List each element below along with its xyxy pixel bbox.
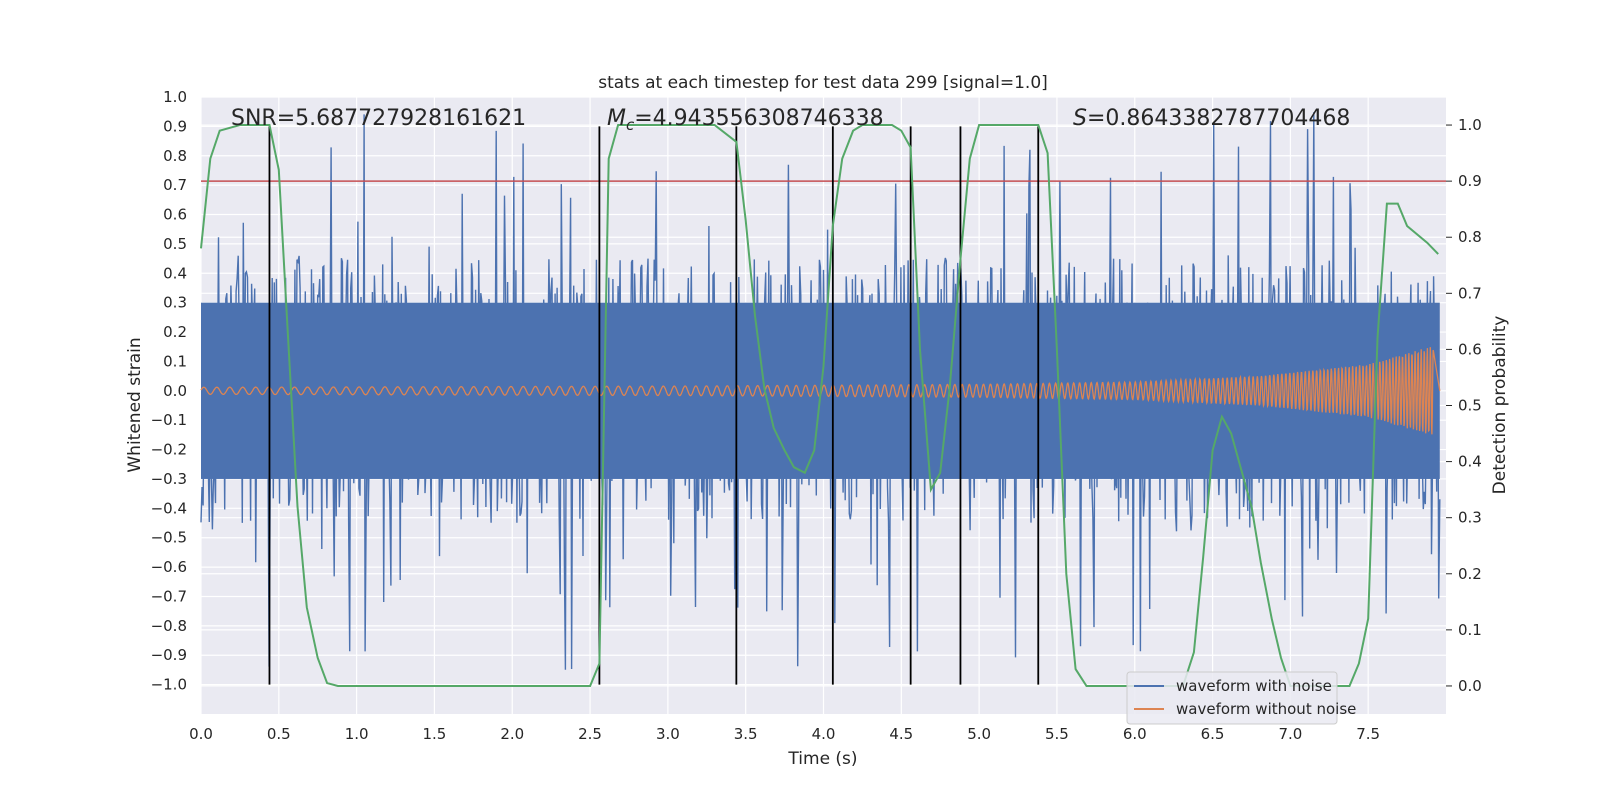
- x-tick-label: 7.0: [1278, 725, 1302, 743]
- legend-box: [1126, 671, 1338, 725]
- y2-tick-label: 0.5: [1458, 397, 1482, 415]
- x-tick-label: 0.0: [189, 725, 213, 743]
- y-tick-label: 0.0: [163, 382, 187, 400]
- x-tick-label: 2.5: [578, 725, 602, 743]
- y-tick-label: −0.7: [151, 587, 187, 605]
- y-tick-label: −0.4: [151, 499, 187, 517]
- y-tick-label: −0.5: [151, 529, 187, 547]
- y-tick-label: 0.6: [163, 206, 187, 224]
- detection-probability-series: [200, 124, 1439, 687]
- y-tick-label: −0.2: [151, 441, 187, 459]
- y2-tick-label: 0.7: [1458, 284, 1482, 302]
- y-tick-label: 0.1: [163, 352, 187, 370]
- x-tick-label: 5.0: [967, 725, 991, 743]
- legend-label-noise: waveform with noise: [1176, 677, 1332, 695]
- x-tick-label: 6.5: [1201, 725, 1225, 743]
- y2-tick-label: 0.2: [1458, 565, 1482, 583]
- y-tick-label: −0.8: [151, 617, 187, 635]
- y-axis-label: Whitened strain: [125, 337, 145, 472]
- y2-tick-label: 0.0: [1458, 677, 1482, 695]
- y-tick-label: 0.9: [163, 117, 187, 135]
- y-tick-label: 0.5: [163, 235, 187, 253]
- x-tick-label: 7.5: [1356, 725, 1380, 743]
- x-tick-label: 1.5: [423, 725, 447, 743]
- overlap-annotation: S=0.8643382787704468: [1073, 106, 1350, 131]
- x-axis-ticks: 0.0 0.5 1.0 1.5 2.0 2.5 3.0 3.5 4.0 4.5 5.0 5.5 6.0 6…: [189, 725, 1380, 743]
- y2-tick-label: 0.6: [1458, 340, 1482, 358]
- overlap-value: =0.8643382787704468: [1087, 106, 1350, 131]
- y2-tick-label: 0.9: [1458, 172, 1482, 190]
- y-tick-label: 0.2: [163, 323, 187, 341]
- y2-tick-label: 1.0: [1458, 116, 1482, 134]
- y2-tick-label: 0.4: [1458, 453, 1482, 471]
- y2-tick-label: 0.8: [1458, 228, 1482, 246]
- y2-tick-label: 0.3: [1458, 509, 1482, 527]
- detection-probability-line: [200, 124, 1439, 687]
- legend-label-clean: waveform without noise: [1176, 700, 1356, 718]
- y-axis-ticks: 1.0 0.9 0.8 0.7 0.6 0.5 0.4 0.3 0.2 0.1 0.0 −0.1 −0.…: [151, 88, 187, 694]
- x-tick-label: 5.5: [1045, 725, 1069, 743]
- y-tick-label: 0.7: [163, 176, 187, 194]
- y-tick-label: 0.4: [163, 264, 187, 282]
- x-tick-label: 4.5: [889, 725, 913, 743]
- chirp-mass-value: =4.943556308746338: [634, 106, 883, 131]
- chart-title: stats at each timestep for test data 299…: [598, 73, 1048, 93]
- legend: waveform with noise waveform without noi…: [1126, 671, 1356, 725]
- y-tick-label: −0.3: [151, 470, 187, 488]
- vertical-marker-lines: [268, 126, 1040, 685]
- x-tick-label: 3.0: [656, 725, 680, 743]
- snr-annotation: SNR=5.687727928161621: [231, 106, 526, 131]
- clean-waveform-line: [200, 347, 1441, 435]
- stats-annotations: SNR=5.687727928161621 Mc=4.9435563087463…: [231, 106, 1350, 134]
- y2-axis-label: Detection probability: [1490, 316, 1510, 495]
- y-tick-label: −0.1: [151, 411, 187, 429]
- y-tick-label: −1.0: [151, 676, 187, 694]
- chirp-mass-subscript: c: [626, 116, 635, 134]
- y-tick-label: 0.8: [163, 147, 187, 165]
- y-tick-label: −0.9: [151, 646, 187, 664]
- y2-axis-ticks: 1.0 0.9 0.8 0.7 0.6 0.5 0.4 0.3 0.2 0.1 0.0: [1446, 116, 1482, 695]
- x-tick-label: 3.5: [734, 725, 758, 743]
- x-axis-label: Time (s): [787, 749, 857, 769]
- x-tick-label: 1.0: [345, 725, 369, 743]
- waveform-without-noise-series: [200, 347, 1441, 435]
- x-tick-label: 0.5: [267, 725, 291, 743]
- chirp-mass-annotation: Mc=4.943556308746338: [607, 106, 884, 134]
- x-tick-label: 6.0: [1123, 725, 1147, 743]
- y2-tick-label: 0.1: [1458, 621, 1482, 639]
- overlap-symbol: S: [1073, 106, 1087, 131]
- x-tick-label: 4.0: [812, 725, 836, 743]
- chirp-mass-symbol: M: [607, 106, 626, 131]
- y-tick-label: 0.3: [163, 294, 187, 312]
- y-tick-label: 1.0: [163, 88, 187, 106]
- x-tick-label: 2.0: [500, 725, 524, 743]
- y-tick-label: −0.6: [151, 558, 187, 576]
